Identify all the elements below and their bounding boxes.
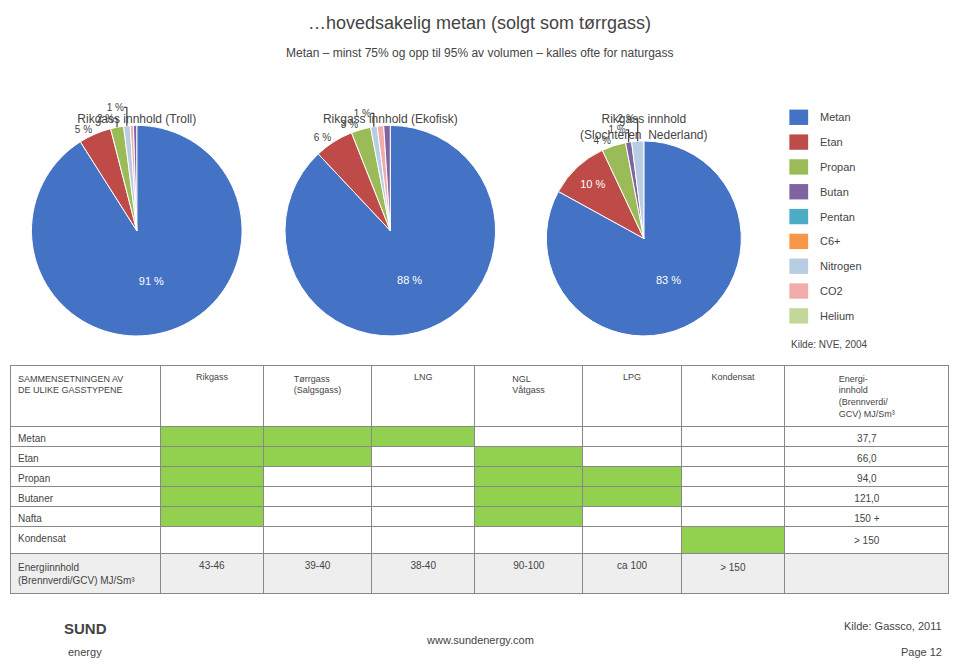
svg-text:> 150: > 150 [720, 562, 746, 573]
svg-text:Rikgass innhold (Troll): Rikgass innhold (Troll) [77, 112, 196, 126]
svg-text:6 %: 6 % [314, 132, 331, 143]
svg-text:> 150: > 150 [854, 535, 880, 546]
svg-text:…hovedsakelig metan (solgt som: …hovedsakelig metan (solgt som tørrgass) [308, 13, 651, 33]
svg-text:94,0: 94,0 [857, 473, 877, 484]
svg-text:LNG: LNG [414, 372, 433, 382]
svg-text:Metan: Metan [18, 433, 46, 444]
svg-text:Kondensat: Kondensat [712, 372, 756, 382]
svg-text:ca 100: ca 100 [617, 560, 647, 571]
svg-text:Tørrgass(Salgsgass): Tørrgass(Salgsgass) [294, 374, 342, 396]
svg-text:83 %: 83 % [656, 274, 681, 286]
svg-text:CO2: CO2 [820, 285, 843, 297]
svg-text:121,0: 121,0 [854, 493, 879, 504]
svg-text:Rikgass innhold(Slochteren Ne: Rikgass innhold(Slochteren Nederland) [580, 112, 707, 142]
svg-text:Energiinnhold(Brennverdi/GCV): Energiinnhold(Brennverdi/GCV) MJ/Sm³ [18, 562, 135, 586]
svg-text:Etan: Etan [820, 136, 843, 148]
svg-text:Kilde: Gassco, 2011: Kilde: Gassco, 2011 [844, 620, 942, 632]
svg-text:NGLVåtgass: NGLVåtgass [512, 374, 545, 396]
svg-text:91 %: 91 % [139, 275, 164, 287]
svg-text:Nafta: Nafta [18, 513, 42, 524]
svg-text:Pentan: Pentan [820, 211, 855, 223]
svg-text:Etan: Etan [18, 453, 39, 464]
svg-text:Kondensat: Kondensat [18, 533, 66, 544]
svg-text:Rikgass innhold (Ekofisk): Rikgass innhold (Ekofisk) [323, 112, 458, 126]
svg-text:SUND: SUND [64, 620, 107, 637]
svg-text:1 %: 1 % [354, 108, 371, 119]
svg-text:1 %: 1 % [107, 102, 124, 113]
svg-text:38-40: 38-40 [410, 560, 436, 571]
svg-text:88 %: 88 % [397, 274, 422, 286]
svg-text:Butaner: Butaner [18, 493, 54, 504]
svg-text:energy: energy [68, 646, 102, 658]
svg-text:Propan: Propan [820, 161, 855, 173]
svg-text:43-46: 43-46 [199, 560, 225, 571]
svg-text:2 %: 2 % [618, 113, 635, 124]
svg-text:2 %: 2 % [97, 113, 114, 124]
svg-text:Butan: Butan [820, 186, 849, 198]
svg-text:90-100: 90-100 [513, 560, 545, 571]
svg-text:Rikgass: Rikgass [196, 372, 229, 382]
svg-text:3 %: 3 % [341, 119, 358, 130]
svg-text:5 %: 5 % [75, 124, 92, 135]
svg-text:Propan: Propan [18, 473, 50, 484]
svg-text:66,0: 66,0 [857, 453, 877, 464]
svg-text:C6+: C6+ [820, 235, 841, 247]
svg-text:4 %: 4 % [594, 135, 611, 146]
svg-text:Energi-innhold(Brennverdi/GCV): Energi-innhold(Brennverdi/GCV) MJ/Sm³ [839, 374, 895, 419]
svg-text:Nitrogen: Nitrogen [820, 260, 862, 272]
svg-text:SAMMENSETNINGEN AVDE ULIKE GAS: SAMMENSETNINGEN AVDE ULIKE GASSTYPENE [18, 374, 123, 396]
svg-text:www.sundenergy.com: www.sundenergy.com [426, 634, 534, 646]
svg-text:Page 12: Page 12 [901, 646, 942, 658]
svg-text:Helium: Helium [820, 310, 854, 322]
svg-text:Metan: Metan [820, 111, 851, 123]
svg-text:Kilde: NVE, 2004: Kilde: NVE, 2004 [791, 339, 868, 350]
svg-text:1 %: 1 % [608, 124, 625, 135]
svg-text:39-40: 39-40 [305, 560, 331, 571]
svg-text:150 +: 150 + [854, 513, 879, 524]
svg-text:LPG: LPG [623, 372, 641, 382]
svg-text:10 %: 10 % [580, 178, 605, 190]
svg-text:Metan – minst 75% og opp til 9: Metan – minst 75% og opp til 95% av volu… [286, 46, 674, 60]
svg-text:37,7: 37,7 [857, 433, 877, 444]
